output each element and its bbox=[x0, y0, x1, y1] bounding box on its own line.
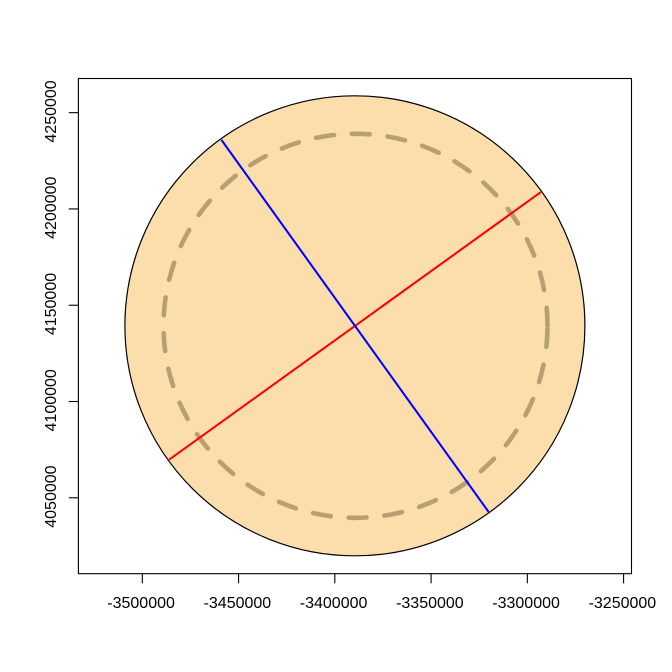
svg-text:-3250000: -3250000 bbox=[589, 595, 657, 612]
svg-text:4200000: 4200000 bbox=[43, 176, 60, 238]
svg-text:-3450000: -3450000 bbox=[204, 595, 272, 612]
svg-text:4150000: 4150000 bbox=[43, 273, 60, 335]
svg-text:-3400000: -3400000 bbox=[300, 595, 368, 612]
svg-text:-3500000: -3500000 bbox=[107, 595, 175, 612]
svg-text:4250000: 4250000 bbox=[43, 80, 60, 142]
svg-text:4100000: 4100000 bbox=[43, 369, 60, 431]
svg-text:-3350000: -3350000 bbox=[396, 595, 464, 612]
svg-text:4050000: 4050000 bbox=[43, 465, 60, 527]
svg-text:-3300000: -3300000 bbox=[492, 595, 560, 612]
